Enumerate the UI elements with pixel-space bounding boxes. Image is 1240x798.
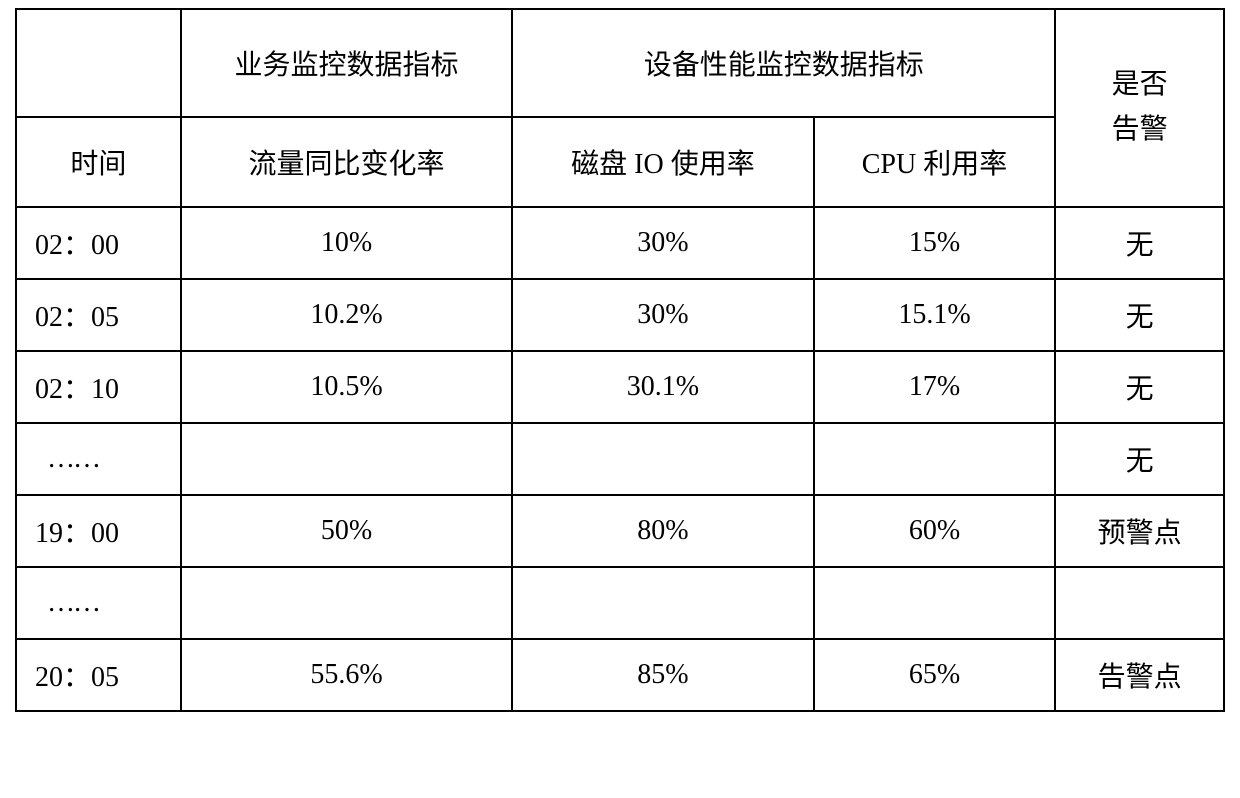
cell-time-dots: …… bbox=[16, 423, 181, 495]
cell-alarm: 无 bbox=[1055, 207, 1224, 279]
cell-cpu: 65% bbox=[814, 639, 1056, 711]
cell-disk: 30% bbox=[512, 279, 813, 351]
cell-traffic bbox=[181, 423, 512, 495]
cell-cpu: 15% bbox=[814, 207, 1056, 279]
header-disk-io: 磁盘 IO 使用率 bbox=[512, 117, 813, 207]
cell-traffic: 10% bbox=[181, 207, 512, 279]
header-alarm-line1: 是否 bbox=[1112, 69, 1168, 100]
cell-time: 02：10 bbox=[16, 351, 181, 423]
cell-traffic: 55.6% bbox=[181, 639, 512, 711]
header-time: 时间 bbox=[16, 117, 181, 207]
cell-alarm: 无 bbox=[1055, 279, 1224, 351]
table-row: 20：05 55.6% 85% 65% 告警点 bbox=[16, 639, 1224, 711]
cell-traffic: 10.2% bbox=[181, 279, 512, 351]
monitoring-table: 业务监控数据指标 设备性能监控数据指标 是否告警 时间 流量同比变化率 磁盘 I… bbox=[15, 8, 1225, 712]
cell-time: 19：00 bbox=[16, 495, 181, 567]
cell-disk bbox=[512, 423, 813, 495]
cell-time: 20：05 bbox=[16, 639, 181, 711]
header-empty-time bbox=[16, 9, 181, 117]
cell-cpu: 17% bbox=[814, 351, 1056, 423]
cell-traffic: 10.5% bbox=[181, 351, 512, 423]
cell-cpu bbox=[814, 423, 1056, 495]
cell-time-dots: …… bbox=[16, 567, 181, 639]
cell-cpu: 15.1% bbox=[814, 279, 1056, 351]
table-row: 02：10 10.5% 30.1% 17% 无 bbox=[16, 351, 1224, 423]
header-device-metrics: 设备性能监控数据指标 bbox=[512, 9, 1055, 117]
cell-time: 02：00 bbox=[16, 207, 181, 279]
cell-cpu: 60% bbox=[814, 495, 1056, 567]
cell-alarm: 预警点 bbox=[1055, 495, 1224, 567]
cell-time: 02：05 bbox=[16, 279, 181, 351]
cell-alarm: 告警点 bbox=[1055, 639, 1224, 711]
cell-disk: 30% bbox=[512, 207, 813, 279]
table-row: …… 无 bbox=[16, 423, 1224, 495]
table-row: 02：00 10% 30% 15% 无 bbox=[16, 207, 1224, 279]
header-alarm-line2: 告警 bbox=[1112, 114, 1168, 145]
header-row-1: 业务监控数据指标 设备性能监控数据指标 是否告警 bbox=[16, 9, 1224, 117]
header-cpu-usage: CPU 利用率 bbox=[814, 117, 1056, 207]
table-row: …… bbox=[16, 567, 1224, 639]
cell-cpu bbox=[814, 567, 1056, 639]
table-row: 19：00 50% 80% 60% 预警点 bbox=[16, 495, 1224, 567]
table-row: 02：05 10.2% 30% 15.1% 无 bbox=[16, 279, 1224, 351]
cell-traffic bbox=[181, 567, 512, 639]
cell-disk bbox=[512, 567, 813, 639]
cell-alarm: 无 bbox=[1055, 423, 1224, 495]
cell-disk: 80% bbox=[512, 495, 813, 567]
header-row-2: 时间 流量同比变化率 磁盘 IO 使用率 CPU 利用率 bbox=[16, 117, 1224, 207]
cell-alarm bbox=[1055, 567, 1224, 639]
header-alarm: 是否告警 bbox=[1055, 9, 1224, 207]
cell-disk: 85% bbox=[512, 639, 813, 711]
header-business-metrics: 业务监控数据指标 bbox=[181, 9, 512, 117]
table-body: 02：00 10% 30% 15% 无 02：05 10.2% 30% 15.1… bbox=[16, 207, 1224, 711]
cell-traffic: 50% bbox=[181, 495, 512, 567]
cell-disk: 30.1% bbox=[512, 351, 813, 423]
cell-alarm: 无 bbox=[1055, 351, 1224, 423]
header-traffic-rate: 流量同比变化率 bbox=[181, 117, 512, 207]
